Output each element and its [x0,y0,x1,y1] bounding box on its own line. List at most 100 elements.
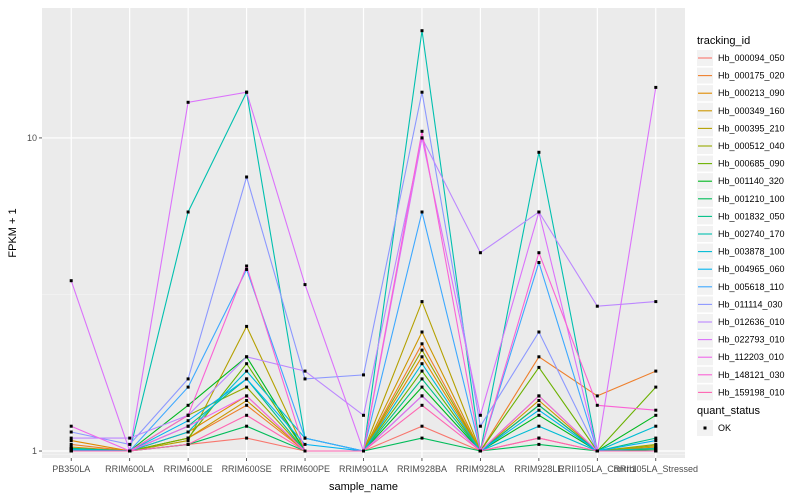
data-point [654,385,658,389]
legend-label: Hb_011114_030 [718,299,783,309]
data-point [245,385,249,389]
data-point [186,419,190,423]
data-point [420,348,424,352]
legend-label: Hb_005618_110 [718,282,784,292]
x-tick-label: RRIM600LA [105,464,154,474]
data-point [420,90,424,94]
data-point [245,264,249,268]
y-tick-label: 1 [32,446,37,456]
legend-label: Hb_000349_160 [718,106,785,116]
legend-label: Hb_001140_320 [718,176,784,186]
data-point [245,394,249,398]
legend-label: Hb_000395_210 [718,123,785,133]
data-point [245,424,249,428]
data-point [186,377,190,381]
x-tick-label: RRII105LA_Stressed [613,464,698,474]
data-point [654,446,658,450]
data-point [654,369,658,373]
data-point [69,439,73,443]
data-point [245,362,249,366]
data-point [654,85,658,89]
legend-label: Hb_148121_030 [718,370,785,380]
legend-title: tracking_id [697,35,750,47]
data-point [186,385,190,389]
data-point [303,436,307,440]
data-point [303,369,307,373]
y-axis-title: FPKM + 1 [7,208,19,257]
data-point [420,369,424,373]
data-point [537,261,541,264]
legend-label: Hb_002740_170 [718,229,785,239]
series-points [69,29,658,453]
data-point [537,365,541,369]
legend-label: Hb_001210_100 [718,194,785,204]
grid [42,8,685,458]
data-point [303,442,307,446]
data-point [420,330,424,334]
shape-legend-title: quant_status [697,405,760,417]
x-tick-label: RRIM600SE [222,464,272,474]
data-point [537,408,541,412]
legend-label: Hb_022793_010 [718,335,785,345]
legend-label: Hb_159198_010 [718,387,785,397]
data-point [420,136,424,140]
data-point [537,330,541,334]
data-point [420,29,424,33]
data-point [128,449,132,453]
data-point [362,413,365,417]
legend-label: Hb_001832_050 [718,211,785,221]
x-tick-label: RRIM928LA [456,464,505,474]
data-point [420,210,424,214]
data-point [303,377,307,381]
data-point [537,210,541,214]
data-point [478,413,482,417]
data-point [186,210,190,214]
data-point [537,150,541,154]
data-point [420,342,424,346]
data-point [595,394,599,398]
data-point [537,442,541,446]
legend-label: Hb_000175_020 [718,71,785,81]
data-point [420,300,424,304]
data-point [595,449,599,453]
data-point [595,304,599,308]
data-point [69,424,73,428]
data-point [420,394,424,398]
data-point [654,408,658,412]
data-point [537,399,541,402]
data-point [245,355,249,359]
x-tick-label: RRIM600PE [280,464,330,474]
x-tick-label: PB350LA [52,464,90,474]
data-point [420,129,424,133]
data-point [245,324,249,328]
data-point [186,430,190,434]
data-point [537,413,541,417]
legend: tracking_id Hb_000094_050 Hb_000175_020 Hb… [697,35,785,401]
data-point [595,403,599,407]
data-point [245,369,249,373]
data-point [537,355,541,359]
data-point [420,362,424,366]
legend-label: Hb_000213_090 [718,88,785,98]
y-tick-label: 10 [27,133,37,143]
data-point [245,377,249,381]
data-point [128,442,132,446]
data-point [303,449,307,453]
data-point [69,442,73,446]
legend-label: Hb_000512_040 [718,141,785,151]
data-point [654,439,658,443]
x-axis-title: sample_name [329,481,398,493]
legend-label: Hb_000685_090 [718,159,785,169]
data-point [128,436,132,440]
data-point [186,413,190,417]
legend-label: Hb_000094_050 [718,53,785,63]
data-point [245,413,249,417]
data-point [654,300,658,304]
data-point [537,436,541,440]
data-point [245,268,249,271]
x-axis-ticks: PB350LA RRIM600LA RRIM600LE RRIM600SE RRIM60… [52,458,698,474]
data-point [186,403,190,407]
data-point [654,424,658,428]
legend-label: Hb_012636_010 [718,317,785,327]
